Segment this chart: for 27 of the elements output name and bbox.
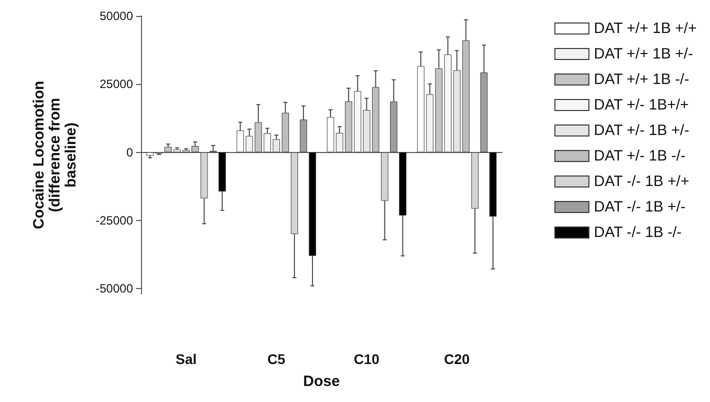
legend-label: DAT +/- 1B -/-: [594, 148, 686, 164]
bar: [146, 152, 154, 156]
y-tick-label: -50000: [96, 282, 134, 296]
legend-label: DAT -/- 1B -/-: [594, 224, 682, 241]
legend-label: DAT +/- 1B +/-: [594, 122, 690, 139]
x-tick-label: C20: [444, 351, 470, 367]
y-tick-label: -25000: [96, 213, 134, 228]
x-tick-label: C5: [267, 351, 286, 367]
legend-label: DAT +/- 1B+/+: [594, 96, 690, 114]
bar: [308, 152, 316, 256]
bar: [489, 152, 497, 217]
x-axis-title: Dose: [303, 373, 340, 390]
y-tick-label: 0: [126, 145, 134, 160]
legend-label: DAT +/+ 1B +/+: [594, 20, 697, 37]
legend-label: DAT +/+ 1B -/-: [594, 71, 690, 88]
legend-label: DAT -/- 1B +/-: [594, 198, 686, 216]
legend-label: DAT +/+ 1B +/-: [594, 46, 693, 62]
y-axis-title: Cocaine Locomotion (difference from baseline): [30, 80, 80, 230]
x-tick-label: C10: [354, 351, 380, 367]
y-tick-label: 50000: [100, 9, 134, 23]
bar: [300, 120, 308, 152]
bar: [326, 117, 334, 152]
x-tick-label: Sal: [176, 351, 197, 367]
legend-label: DAT -/- 1B +/+: [594, 173, 690, 190]
y-tick-label: 25000: [100, 77, 134, 92]
bar: [480, 72, 488, 152]
bar: [336, 132, 344, 152]
